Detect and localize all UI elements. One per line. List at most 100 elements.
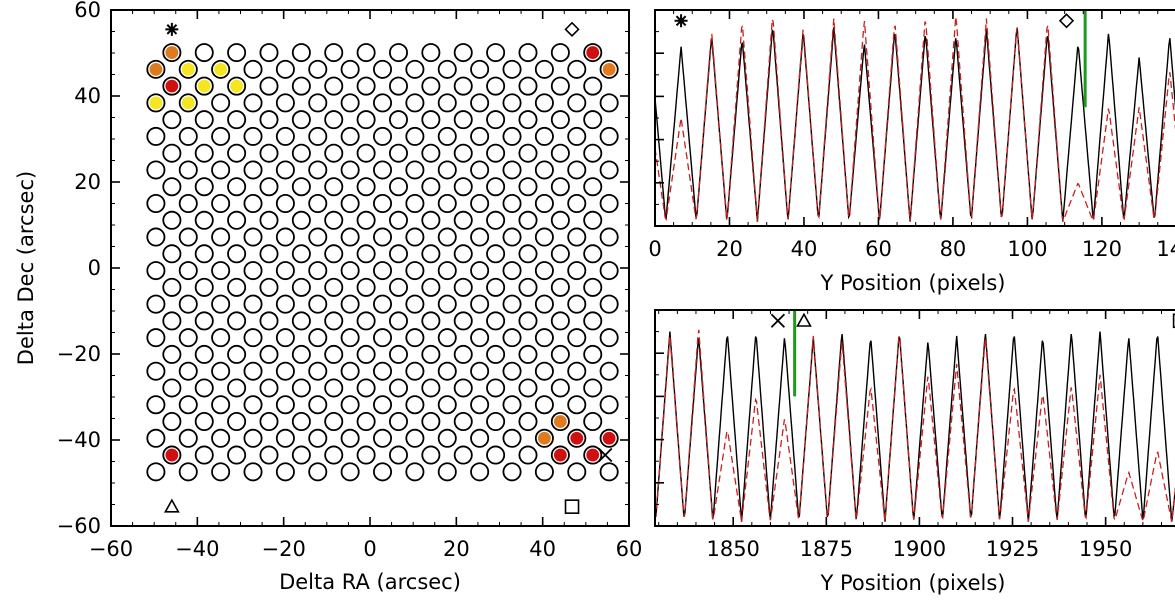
- fiber-circle: [534, 261, 554, 281]
- fiber-circle: [534, 395, 554, 415]
- fiber-circle: [599, 361, 619, 381]
- fiber-circle: [421, 378, 441, 398]
- fiber-circle: [211, 126, 231, 146]
- fiber-circle: [534, 361, 554, 381]
- x-marker: [598, 447, 613, 463]
- fiber-circle: [291, 210, 311, 230]
- x-tick-label: 120: [1082, 237, 1122, 261]
- fiber-circle: [340, 294, 360, 314]
- fiber-circle: [373, 428, 393, 448]
- fiber-orange: [537, 431, 551, 445]
- fiber-circle: [275, 328, 295, 348]
- fiber-circle: [470, 160, 490, 180]
- fiber-circle: [324, 412, 344, 432]
- fiber-circle: [567, 126, 587, 146]
- fiber-circle: [550, 210, 570, 230]
- fiber-circle: [567, 328, 587, 348]
- fiber-circle: [437, 328, 457, 348]
- fiber-circle: [308, 428, 328, 448]
- fiber-circle: [162, 143, 182, 163]
- top-spectrum-panel: 0 20 40 60 80 100 120 140 Y Position (pixels): [648, 9, 1175, 295]
- fiber-circle: [437, 462, 457, 482]
- fiber-circle: [308, 93, 328, 113]
- fiber-circle: [243, 93, 263, 113]
- fiber-circle: [324, 43, 344, 63]
- x-tick-label: 20: [716, 237, 743, 261]
- x-tick-label: 20: [443, 537, 470, 561]
- fiber-circle: [421, 412, 441, 432]
- fiber-circle: [388, 177, 408, 197]
- fiber-circle: [470, 261, 490, 281]
- x-tick-label: 40: [529, 537, 556, 561]
- fiber-circle: [388, 344, 408, 364]
- triangle-marker: [164, 498, 180, 513]
- fiber-circle: [194, 277, 214, 297]
- fiber-circle: [388, 43, 408, 63]
- fiber-circle: [324, 76, 344, 96]
- fiber-circle: [583, 412, 603, 432]
- fiber-circle: [550, 43, 570, 63]
- fiber-circle: [340, 193, 360, 213]
- fiber-circle: [211, 193, 231, 213]
- fiber-circle: [194, 378, 214, 398]
- fiber-circle: [243, 261, 263, 281]
- y-tick-label: 0: [88, 256, 101, 280]
- fiber-yellow: [181, 62, 195, 76]
- fiber-circle: [227, 311, 247, 331]
- fiber-circle: [405, 462, 425, 482]
- fiber-circle: [421, 143, 441, 163]
- fiber-circle: [388, 210, 408, 230]
- fiber-circle: [291, 244, 311, 264]
- fiber-circle: [243, 428, 263, 448]
- fiber-circle: [550, 177, 570, 197]
- fiber-circle: [470, 428, 490, 448]
- fiber-circle: [162, 378, 182, 398]
- fiber-circle: [567, 294, 587, 314]
- model-spectrum-trace: [655, 16, 1175, 222]
- fiber-circle: [550, 311, 570, 331]
- fiber-circle: [194, 177, 214, 197]
- fiber-circle: [405, 59, 425, 79]
- fiber-circle: [518, 177, 538, 197]
- fiber-circle: [227, 412, 247, 432]
- fiber-circle: [259, 344, 279, 364]
- fiber-circle: [308, 294, 328, 314]
- fiber-circle: [373, 193, 393, 213]
- fiber-circle: [259, 244, 279, 264]
- fiber-circle: [486, 110, 506, 130]
- fiber-circle: [194, 412, 214, 432]
- fiber-circle: [518, 445, 538, 465]
- x-tick-label: 0: [363, 537, 376, 561]
- fiber-circle: [227, 378, 247, 398]
- fiber-circle: [373, 328, 393, 348]
- fiber-circle: [194, 110, 214, 130]
- fiber-circle: [373, 261, 393, 281]
- fiber-yellow: [230, 79, 244, 93]
- fiber-circle: [567, 462, 587, 482]
- fiber-circle: [146, 126, 166, 146]
- x-tick-label: 60: [616, 537, 643, 561]
- fiber-circle: [518, 344, 538, 364]
- fiber-circle: [146, 462, 166, 482]
- fiber-circle: [388, 110, 408, 130]
- fiber-circle: [373, 294, 393, 314]
- fiber-circle: [324, 110, 344, 130]
- fiber-circle: [227, 277, 247, 297]
- fiber-circle: [275, 361, 295, 381]
- fiber-circle: [470, 59, 490, 79]
- fiber-circle: [259, 210, 279, 230]
- fiber-circle: [291, 76, 311, 96]
- fiber-circle: [308, 261, 328, 281]
- fiber-circle: [421, 277, 441, 297]
- x-axis-label: Delta RA (arcsec): [279, 570, 461, 594]
- fiber-circle: [518, 277, 538, 297]
- fiber-circle: [599, 294, 619, 314]
- fiber-circle: [388, 143, 408, 163]
- fiber-circle: [550, 244, 570, 264]
- fiber-circle: [534, 59, 554, 79]
- fiber-yellow: [181, 96, 195, 110]
- fiber-circle: [291, 344, 311, 364]
- fiber-circle: [340, 261, 360, 281]
- fiber-circle: [211, 428, 231, 448]
- fiber-circle: [567, 160, 587, 180]
